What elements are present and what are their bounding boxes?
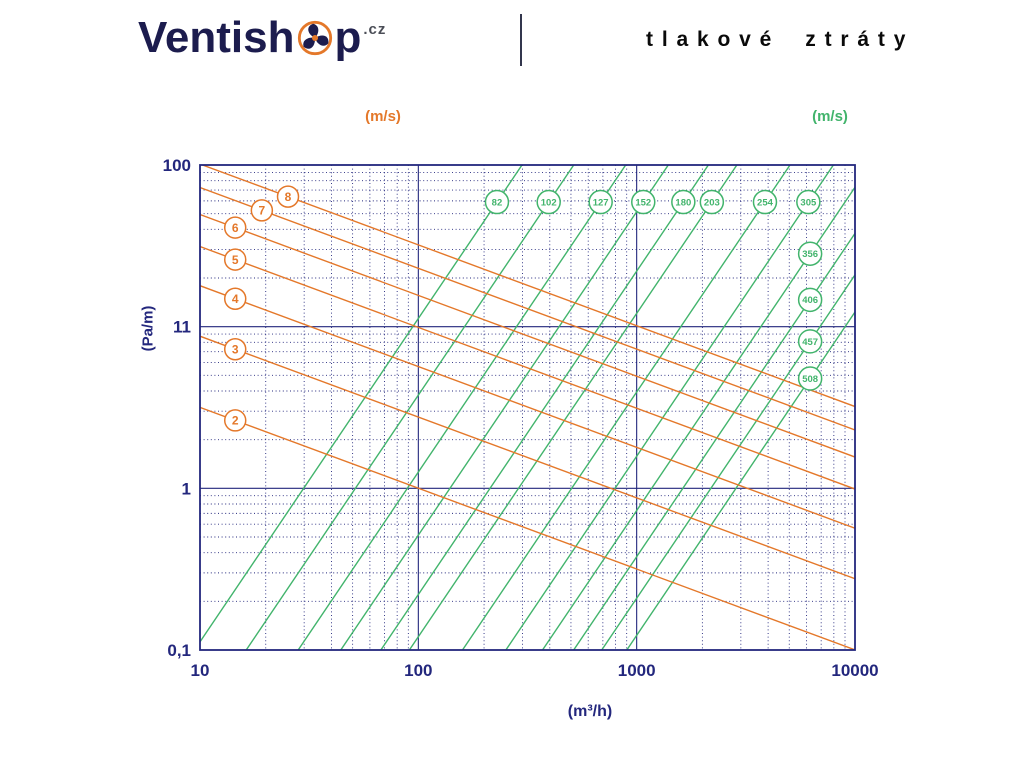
velocity-5-circle bbox=[223, 248, 247, 271]
y-tick-11: 11 bbox=[173, 318, 191, 337]
velocity-line-7 bbox=[200, 186, 855, 431]
diameter-254-label: 254 bbox=[757, 197, 774, 208]
diameter-180-circle bbox=[671, 189, 696, 215]
velocity-6-circle bbox=[223, 216, 247, 239]
diameter-line-180 bbox=[380, 165, 710, 650]
diameter-line-508 bbox=[625, 311, 855, 650]
diameter-305-circle bbox=[796, 189, 821, 215]
diameter-406-label: 406 bbox=[802, 295, 818, 306]
diameter-82-circle bbox=[484, 189, 510, 215]
velocity-6-label: 6 bbox=[232, 221, 239, 235]
velocity-line-5 bbox=[200, 245, 855, 490]
velocity-4-circle bbox=[223, 287, 247, 311]
header-divider bbox=[520, 14, 522, 66]
y-tick-100: 100 bbox=[163, 156, 191, 175]
diameter-102-circle bbox=[536, 189, 561, 215]
diameter-line-203 bbox=[408, 165, 738, 650]
x-axis-label: (m³/h) bbox=[567, 703, 613, 720]
diameter-203-circle bbox=[699, 189, 725, 215]
diameter-line-127 bbox=[297, 165, 627, 650]
brand-text-prefix: Ventish bbox=[138, 13, 295, 62]
velocity-2-label: 2 bbox=[232, 414, 239, 428]
diameter-152-label: 152 bbox=[635, 197, 651, 208]
brand-domain: .cz bbox=[363, 20, 387, 38]
diameter-102-label: 102 bbox=[541, 197, 557, 208]
diameter-457-circle bbox=[797, 329, 823, 354]
diameter-line-152 bbox=[339, 165, 670, 650]
velocity-5-label: 5 bbox=[232, 253, 239, 267]
velocity-8-label: 8 bbox=[285, 190, 292, 204]
diameter-406-circle bbox=[797, 287, 823, 313]
x-tick-1000: 1000 bbox=[618, 661, 656, 680]
diameter-line-305 bbox=[505, 165, 835, 650]
velocity-3-label: 3 bbox=[232, 343, 239, 357]
brand-text-suffix: p bbox=[334, 13, 362, 62]
velocity-line-2 bbox=[200, 406, 855, 650]
velocity-line-8 bbox=[200, 165, 855, 408]
y-tick-1: 1 bbox=[182, 479, 191, 498]
velocity-4-label: 4 bbox=[232, 292, 239, 306]
diameter-152-circle bbox=[631, 189, 656, 215]
grid bbox=[200, 165, 855, 650]
diameter-line-457 bbox=[600, 274, 855, 650]
diameter-line-82 bbox=[200, 165, 523, 643]
velocity-3-circle bbox=[223, 338, 247, 361]
diameter-line-102 bbox=[245, 165, 575, 650]
velocity-line-6 bbox=[200, 213, 855, 458]
diameter-203-label: 203 bbox=[704, 197, 720, 208]
brand-logo: Ventish p .cz bbox=[138, 10, 386, 66]
velocity-8-circle bbox=[276, 185, 300, 208]
diameter-508-label: 508 bbox=[802, 374, 818, 385]
diameter-127-circle bbox=[588, 189, 613, 215]
plot-border bbox=[199, 164, 856, 651]
diameter-356-circle bbox=[797, 241, 823, 266]
velocity-line-4 bbox=[200, 285, 855, 529]
velocity-unit-label-orange: (m/s) bbox=[365, 108, 401, 125]
diameter-unit-label-green: (m/s) bbox=[812, 108, 848, 125]
velocity-line-3 bbox=[200, 335, 855, 580]
diameter-127-label: 127 bbox=[593, 197, 609, 208]
diameter-457-label: 457 bbox=[802, 337, 818, 348]
fan-icon bbox=[297, 20, 332, 56]
x-tick-10000: 10000 bbox=[831, 661, 878, 680]
x-tick-10: 10 bbox=[191, 661, 210, 680]
velocity-lines bbox=[200, 165, 855, 650]
diameter-180-label: 180 bbox=[675, 197, 691, 208]
velocity-2-circle bbox=[223, 409, 247, 432]
diameter-line-406 bbox=[572, 232, 855, 650]
velocity-7-circle bbox=[250, 199, 274, 222]
y-tick-0,1: 0,1 bbox=[167, 641, 191, 660]
velocity-7-label: 7 bbox=[259, 204, 266, 218]
page-title: tlakové ztráty bbox=[646, 28, 915, 51]
diameter-305-label: 305 bbox=[800, 197, 817, 208]
x-tick-100: 100 bbox=[404, 661, 432, 680]
diameter-line-356 bbox=[541, 186, 855, 650]
diameter-lines bbox=[200, 165, 855, 650]
line-labels: 2 3 4 5 6 7 8 82 102 127 152 180 203 254 305 356 406 457 5… bbox=[223, 185, 823, 432]
diameter-356-label: 356 bbox=[802, 249, 818, 260]
diameter-line-254 bbox=[461, 165, 791, 650]
diameter-254-circle bbox=[752, 189, 778, 215]
diameter-82-label: 82 bbox=[492, 197, 503, 208]
diameter-508-circle bbox=[797, 366, 823, 391]
